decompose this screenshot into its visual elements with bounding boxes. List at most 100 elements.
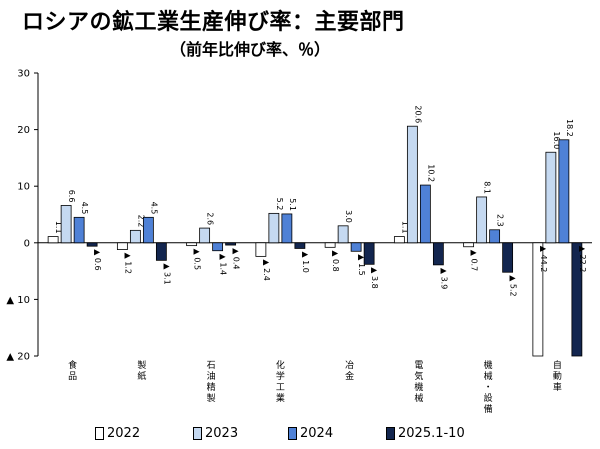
data-label: ▲ 1.5 [357,254,366,275]
bar-2025.1-10-3 [294,242,306,249]
bar-2022-2 [186,242,198,247]
bar-2024-5 [419,184,431,244]
category-label-char: 機 [484,359,493,371]
category-label-char: 食 [68,359,77,371]
legend-item-2023: 2023 [193,426,238,441]
bar-2023-3 [268,212,280,244]
data-label: ▲ 0.4 [232,248,241,269]
bar-2022-6 [463,242,475,248]
category-label-char: 械 [484,370,493,382]
y-tick-label: 10 [17,182,30,193]
chart-subtitle: （前年比伸び率、％） [170,40,331,59]
bar-2024-4 [350,242,362,252]
bar-2025.1-10-7 [571,242,583,357]
bar-2025.1-10-5 [432,242,444,266]
data-label: ▲ 3.9 [439,268,448,289]
bar-2024-2 [212,242,224,252]
bar-2022-0 [47,236,59,244]
category-label-char: 紙 [137,370,146,382]
bar-2023-6 [476,196,488,244]
category-label-char: 動 [553,371,562,382]
bar-2023-0 [60,205,72,244]
category-label-char: 金 [345,370,354,382]
legend-swatch-2023 [193,427,202,440]
category-label-char: 品 [68,371,77,382]
bar-2022-4 [324,242,336,248]
data-label: ▲ 1.4 [219,254,228,275]
data-label: ▲ 5.2 [509,275,518,296]
y-tick-label: ▲ 10 [6,295,30,306]
bar-2024-3 [281,213,293,244]
data-label: 18.2 [565,119,574,137]
bar-2024-1 [142,216,154,244]
bar-2025.1-10-1 [155,242,167,261]
category-label-char: 工 [276,383,285,393]
bar-2022-5 [393,236,405,244]
data-label: ▲ 0.6 [93,249,102,270]
category-label-char: 製 [207,392,216,404]
data-label: ▲ 1.2 [123,253,132,274]
y-tick-label: 0 [24,238,30,249]
legend-item-2024: 2024 [288,426,333,441]
data-label: 5.2 [275,198,284,211]
bar-2022-7 [532,242,544,357]
category-label-char: 学 [276,370,285,382]
data-label: 1.1 [54,221,63,234]
data-label: 10.2 [426,164,435,182]
data-label: 16.0 [552,131,561,149]
bar-2025.1-10-6 [502,242,514,273]
category-label-char: ・ [484,383,493,393]
category-label-char: 化 [276,359,285,371]
data-label: 8.1 [483,181,492,194]
data-label: 5.1 [288,198,297,211]
data-label: 2.2 [136,215,145,228]
data-label: 20.6 [413,105,422,123]
bar-2023-7 [545,151,557,244]
data-label: 1.1 [400,221,409,234]
data-label: ▲ 3.1 [162,263,171,284]
category-label-char: 械 [414,392,423,404]
legend-swatch-2025 [386,427,395,440]
legend-label-2022: 2022 [107,426,141,441]
legend-item-2025: 2025.1-10 [386,426,465,441]
category-label-char: 備 [484,403,493,415]
legend-item-2022: 2022 [95,426,140,441]
bar-2024-6 [489,229,501,244]
data-label: ▲ 0.8 [331,250,340,271]
legend: 2022 2023 2024 2025.1-10 [95,426,565,446]
bar-2024-7 [558,139,570,244]
data-label: 4.5 [80,202,89,215]
bar-2025.1-10-0 [86,242,98,247]
data-label: 2.3 [496,214,505,227]
category-label-char: 製 [137,359,146,371]
data-label: 3.0 [344,210,353,223]
bar-2025.1-10-2 [225,242,237,246]
category-label-char: 油 [207,370,216,382]
y-tick-label: 30 [17,69,30,80]
category-label-char: 機 [414,381,423,393]
data-label: ▲ 3.8 [370,267,379,288]
category-label-char: 電 [414,360,423,371]
category-label-char: 精 [207,381,216,393]
bar-2022-1 [116,242,128,250]
data-label: 6.6 [67,190,76,203]
bar-2022-3 [255,242,267,257]
bar-2025.1-10-4 [363,242,375,265]
bar-2024-0 [73,216,85,244]
y-tick-label: ▲ 20 [6,352,30,363]
data-label: 4.5 [149,202,158,215]
legend-label-2025: 2025.1-10 [398,426,465,441]
category-label-char: 気 [414,370,423,382]
category-label-char: 石 [207,361,216,371]
data-label: ▲ 2.4 [262,259,271,280]
data-label: ▲ 22.2 [578,246,587,273]
category-label-char: 車 [553,381,562,393]
category-label-char: 業 [276,392,285,404]
bar-2023-1 [129,229,141,244]
bar-2023-2 [199,227,211,244]
category-label-char: 設 [484,392,493,404]
data-label: 2.6 [206,212,215,225]
bar-2023-4 [337,225,349,244]
data-label: ▲ 0.7 [470,250,479,271]
